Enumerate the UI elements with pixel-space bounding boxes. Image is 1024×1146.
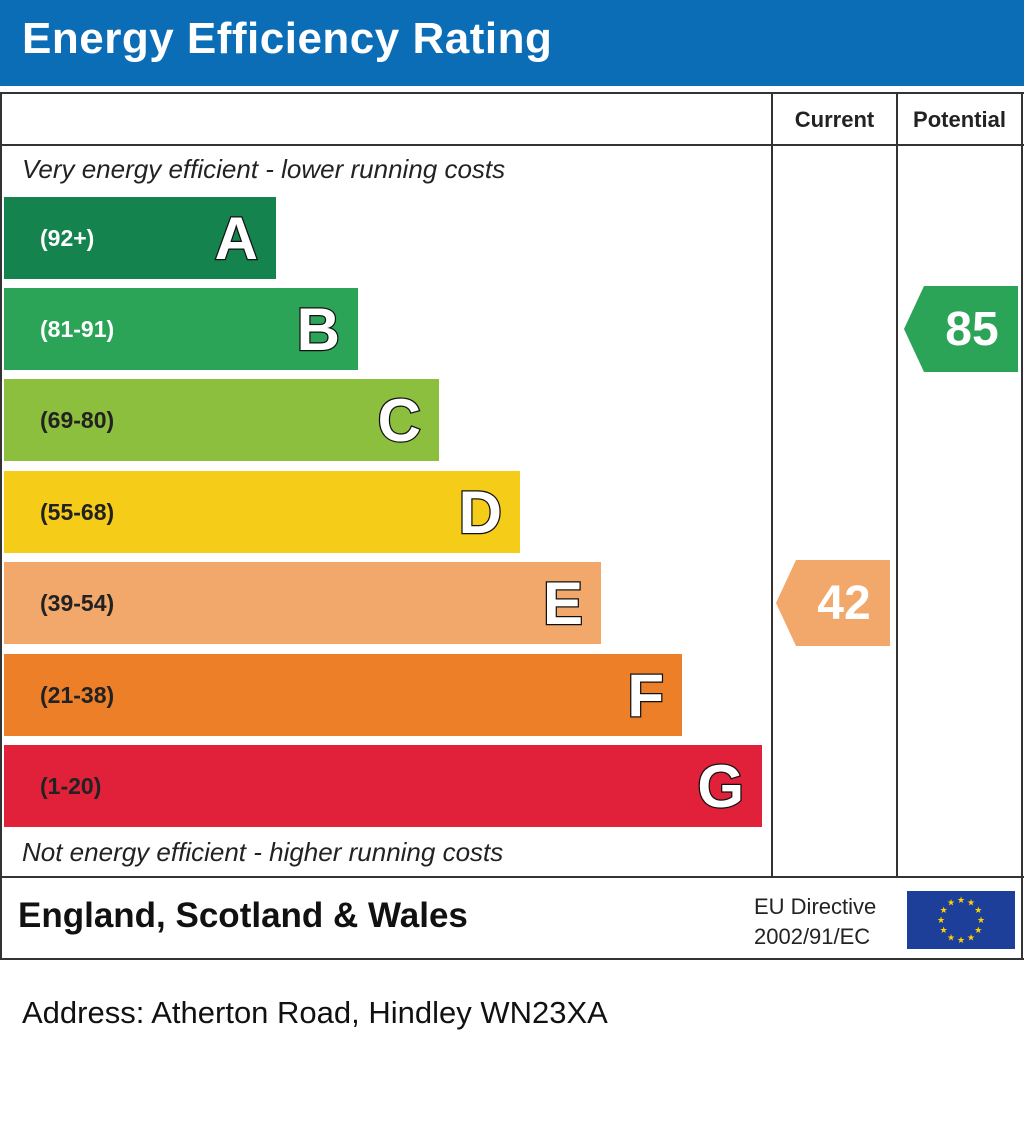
eu-star-icon: ★ [957,935,965,945]
current-column-header: Current [794,107,875,132]
band-d: (55-68) D [4,471,520,553]
eu-star-icon: ★ [947,898,955,908]
eu-star-icon: ★ [967,898,975,908]
band-letter: A [213,204,259,274]
eu-flag-icon: ★ ★ ★ ★ ★ ★ ★ ★ ★ ★ ★ ★ [907,891,1015,949]
band-b: (81-91) B [4,288,358,370]
eu-star-icon: ★ [977,915,985,925]
band-g: (1-20) G [4,745,762,827]
eu-star-icon: ★ [937,915,945,925]
band-range-label: (81-91) [40,316,115,342]
eu-star-icon: ★ [957,895,965,905]
address: Address: Atherton Road, Hindley WN23XA [22,995,608,1030]
band-f: (21-38) F [4,654,682,736]
header-bar: Energy Efficiency Rating [0,0,1024,86]
band-letter: F [626,661,665,731]
region-label: England, Scotland & Wales [18,896,468,935]
eu-star-icon: ★ [967,932,975,942]
potential-rating-marker-value: 85 [945,303,999,356]
potential-rating-marker: 85 [904,286,1018,372]
eu-star-icon: ★ [974,905,982,915]
band-letter: B [295,295,341,365]
eu-directive-line1: EU Directive [754,894,877,919]
bottom-note: Not energy efficient - higher running co… [22,837,504,867]
chart-title: Energy Efficiency Rating [22,14,553,63]
current-rating-marker: 42 [776,560,890,646]
band-letter: G [696,752,745,822]
band-range-label: (39-54) [40,590,115,616]
band-letter: E [542,569,585,639]
eu-star-icon: ★ [940,905,948,915]
band-e: (39-54) E [4,562,601,644]
eu-directive: EU Directive 2002/91/EC [754,892,876,952]
eu-star-icon: ★ [947,932,955,942]
eu-directive-line2: 2002/91/EC [754,924,871,949]
band-a: (92+) A [4,197,276,279]
band-range-label: (55-68) [40,499,115,525]
band-range-label: (1-20) [40,773,102,799]
band-letter: D [457,478,503,548]
band-c: (69-80) C [4,379,439,461]
top-note: Very energy efficient - lower running co… [22,154,506,184]
band-range-label: (69-80) [40,407,115,433]
band-range-label: (21-38) [40,682,115,708]
band-letter: C [376,386,422,456]
eu-star-icon: ★ [974,925,982,935]
current-rating-marker-value: 42 [817,577,871,630]
potential-column-header: Potential [913,107,1006,132]
eu-star-icon: ★ [940,925,948,935]
band-range-label: (92+) [40,225,95,251]
